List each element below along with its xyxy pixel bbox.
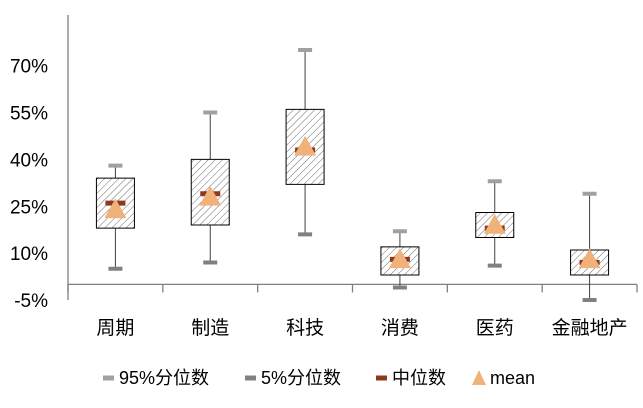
box-4	[380, 229, 420, 290]
legend-label: 5%分位数	[261, 368, 341, 388]
mean-marker	[578, 248, 601, 269]
p5-marker	[392, 285, 407, 290]
legend-item-3: 中位数	[376, 368, 446, 388]
x-axis: 周期 制造 科技 消费 医药 金融地产	[67, 283, 638, 339]
x-tick-label: 科技	[286, 317, 324, 339]
x-tick-label: 周期	[96, 317, 134, 339]
legend-label: 95%分位数	[119, 368, 209, 388]
y-tick-label: -5%	[14, 291, 48, 312]
p5-marker	[108, 266, 123, 271]
p95-marker	[582, 191, 597, 196]
legend-swatch	[472, 370, 486, 385]
legend-item-1: 95%分位数	[103, 368, 209, 388]
x-tick-label: 消费	[381, 317, 419, 339]
y-tick-label: 70%	[10, 57, 48, 78]
y-tick-label: 40%	[10, 150, 48, 171]
p95-marker	[487, 179, 502, 184]
mean-marker	[294, 135, 317, 156]
p95-marker	[392, 229, 407, 234]
legend-item-2: 5%分位数	[245, 368, 341, 388]
legend-swatch	[103, 375, 114, 381]
mean-marker	[104, 198, 127, 219]
box-1	[95, 163, 135, 271]
y-tick-label: 25%	[10, 197, 48, 218]
y-tick-label: 10%	[10, 244, 48, 265]
legend-swatch	[245, 375, 256, 381]
mean-marker	[199, 185, 222, 206]
x-tick-label: 医药	[476, 317, 514, 339]
x-tick-label: 金融地产	[552, 317, 628, 339]
mean-marker	[483, 214, 506, 234]
legend-swatch	[376, 375, 387, 381]
boxes	[95, 48, 610, 302]
p5-marker	[582, 298, 597, 302]
box-3	[285, 48, 325, 237]
box-5	[475, 179, 515, 268]
p95-marker	[203, 110, 218, 115]
y-tick-label: 55%	[10, 104, 48, 125]
p5-marker	[298, 232, 313, 237]
p5-marker	[487, 263, 502, 268]
p5-marker	[203, 260, 218, 265]
box-2	[190, 110, 230, 265]
legend-label: mean	[490, 368, 535, 388]
p95-marker	[298, 48, 313, 52]
mean-marker	[388, 248, 411, 269]
box-6	[570, 191, 610, 302]
legend: 95%分位数 5%分位数 中位数 mean	[103, 368, 535, 388]
legend-item-4: mean	[472, 368, 535, 388]
legend-label: 中位数	[392, 368, 446, 388]
x-tick-label: 制造	[191, 317, 229, 339]
p95-marker	[108, 163, 123, 168]
y-axis: -5% 10% 25% 40% 55% 70%	[10, 15, 69, 312]
